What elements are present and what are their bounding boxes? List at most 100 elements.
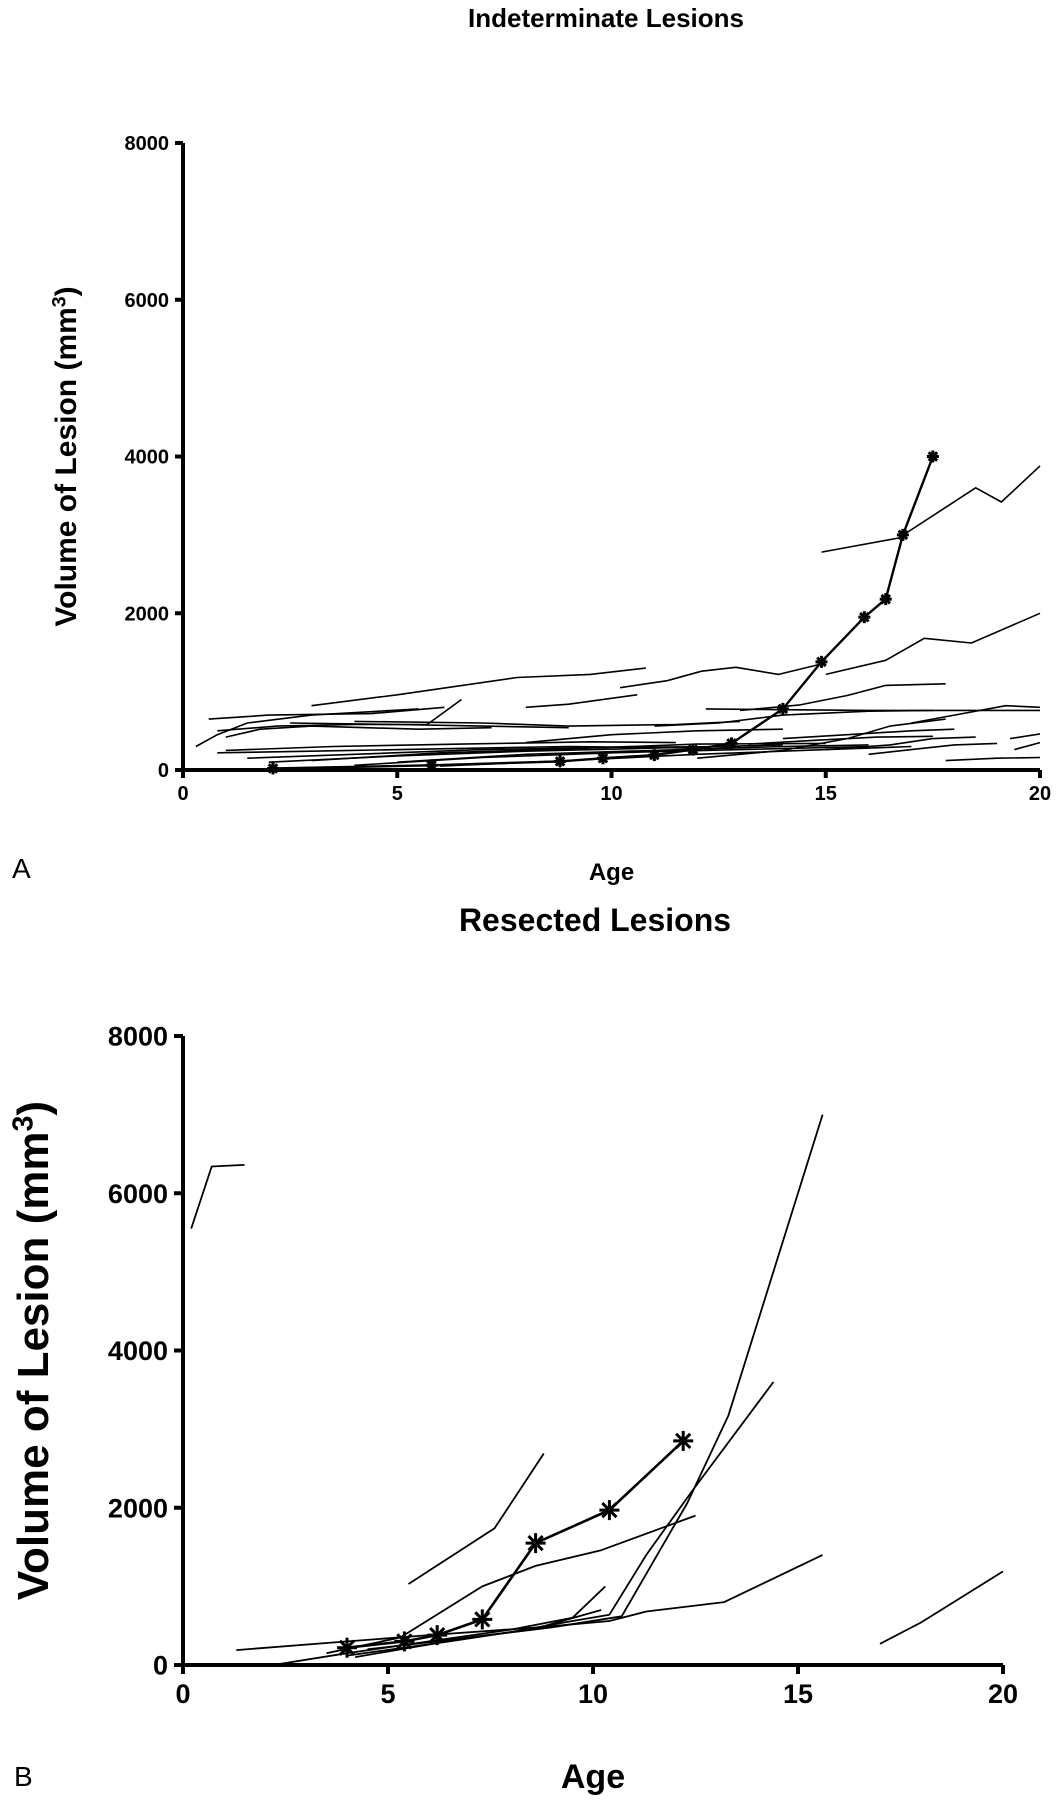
- asterisk-marker-stroke: [601, 1501, 618, 1519]
- asterisk-marker-stroke: [338, 1639, 356, 1656]
- y-tick-label: 2000: [108, 1493, 168, 1523]
- asterisk-marker-6: [599, 1500, 620, 1521]
- series-line-6: [236, 1554, 823, 1651]
- x-tick-label: 15: [815, 783, 837, 805]
- panel-letter: B: [14, 1761, 33, 1792]
- series-line-5: [355, 1114, 824, 1658]
- asterisk-marker-stroke: [396, 1633, 413, 1650]
- series-line-27: [868, 742, 998, 756]
- series-line-28: [945, 756, 1041, 762]
- series-line-7: [195, 708, 419, 748]
- series-line-4: [525, 694, 638, 709]
- x-tick-label: 20: [1029, 783, 1051, 805]
- series-line-8: [208, 706, 445, 720]
- asterisk-marker-stroke: [675, 1432, 692, 1450]
- series-line-10: [225, 725, 492, 738]
- asterisk-marker-stroke: [726, 738, 737, 749]
- asterisk-marker-4: [472, 1609, 493, 1630]
- series-line-29: [1014, 741, 1041, 751]
- series-line-6: [740, 683, 946, 712]
- asterisk-marker-8: [776, 702, 789, 715]
- asterisk-marker-1: [266, 762, 279, 775]
- series-line-30: [1009, 733, 1041, 740]
- asterisk-marker-stroke: [429, 1626, 446, 1644]
- y-axis-label-close: ): [9, 1101, 58, 1116]
- y-axis-label: Volume of Lesion (mm3): [49, 286, 84, 626]
- asterisk-marker-12: [896, 528, 909, 541]
- y-axis-label-superscript: 3: [8, 1116, 40, 1132]
- asterisk-marker-6: [686, 743, 699, 756]
- chart-panel-b: Resected Lesions 0 2000 4000 6000 8000 0 5 10 15 2…: [8, 902, 1018, 1796]
- series-line-12: [290, 722, 569, 729]
- asterisk-marker-2: [394, 1631, 415, 1652]
- chart-title: Indeterminate Lesions: [468, 3, 744, 33]
- series-line-7: [273, 1585, 606, 1666]
- series-line-20: [311, 742, 826, 762]
- y-tick-label: 0: [153, 1651, 168, 1681]
- asterisk-marker-5: [648, 749, 661, 762]
- series-line-18: [247, 745, 741, 759]
- series-line-1: [190, 1164, 245, 1229]
- series-line-2: [408, 1453, 545, 1585]
- y-tick-label: 6000: [108, 1179, 168, 1209]
- series-line-5: [619, 664, 818, 689]
- asterisk-marker-stroke: [267, 763, 279, 774]
- y-axis-label-main: Volume of Lesion (mm: [50, 307, 83, 626]
- y-tick-label: 6000: [125, 290, 170, 312]
- panel-letter: A: [12, 853, 31, 884]
- x-axis-label: Age: [589, 859, 634, 886]
- asterisk-marker-stroke: [816, 656, 827, 668]
- y-tick-label: 8000: [108, 1022, 168, 1052]
- series-line-32: [748, 735, 933, 745]
- asterisk-marker-5: [525, 1533, 546, 1554]
- asterisk-marker-3: [554, 755, 567, 768]
- asterisk-marker-stroke: [859, 611, 870, 623]
- x-tick-label: 15: [783, 1679, 813, 1709]
- y-tick-label: 2000: [125, 603, 170, 625]
- asterisk-marker-stroke: [649, 749, 660, 761]
- x-tick-label: 0: [177, 783, 188, 805]
- asterisk-marker-stroke: [880, 593, 892, 605]
- series-line-9: [879, 1570, 1004, 1645]
- series-line-25: [782, 728, 955, 740]
- asterisk-marker-11: [879, 593, 892, 606]
- series-line-9: [217, 698, 462, 732]
- highlighted-series-line: [346, 1439, 685, 1649]
- x-tick-label: 10: [578, 1679, 608, 1709]
- x-tick-label: 10: [600, 783, 622, 805]
- y-tick-label: 4000: [108, 1336, 168, 1366]
- asterisk-marker-stroke: [527, 1534, 544, 1552]
- asterisk-marker-1: [337, 1637, 357, 1658]
- asterisk-marker-2: [425, 759, 438, 772]
- asterisk-marker-stroke: [777, 703, 789, 715]
- y-tick-label: 8000: [125, 133, 170, 155]
- asterisk-marker-stroke: [687, 744, 699, 755]
- asterisk-marker-9: [815, 655, 828, 668]
- chart-panel-a: Indeterminate Lesions 0 2000 4000 6000 8000 0 5…: [12, 3, 1051, 886]
- asterisk-marker-7: [725, 737, 738, 750]
- x-tick-label: 5: [380, 1679, 395, 1709]
- y-axis-label-close: ): [50, 286, 83, 296]
- asterisk-marker-stroke: [897, 529, 909, 541]
- chart-title: Resected Lesions: [459, 902, 731, 938]
- series-line-26: [825, 736, 976, 751]
- y-axis-label-superscript: 3: [49, 296, 71, 307]
- series-line-3: [311, 667, 646, 707]
- y-axis-label-main: Volume of Lesion (mm: [9, 1132, 58, 1601]
- asterisk-marker-4: [596, 752, 609, 765]
- asterisk-marker-10: [858, 611, 871, 624]
- series-line-1: [821, 465, 1041, 553]
- series-line-15: [911, 704, 1041, 724]
- series-line-22: [225, 740, 676, 752]
- x-tick-label: 5: [392, 783, 403, 805]
- y-tick-label: 0: [158, 760, 169, 782]
- y-tick-label: 4000: [125, 447, 170, 469]
- y-axis-label: Volume of Lesion (mm3): [8, 1101, 58, 1600]
- series-line-13: [654, 709, 933, 727]
- asterisk-marker-stroke: [426, 759, 437, 771]
- asterisk-marker-stroke: [554, 756, 566, 767]
- asterisk-marker-7: [673, 1430, 694, 1451]
- asterisk-marker-3: [427, 1625, 448, 1646]
